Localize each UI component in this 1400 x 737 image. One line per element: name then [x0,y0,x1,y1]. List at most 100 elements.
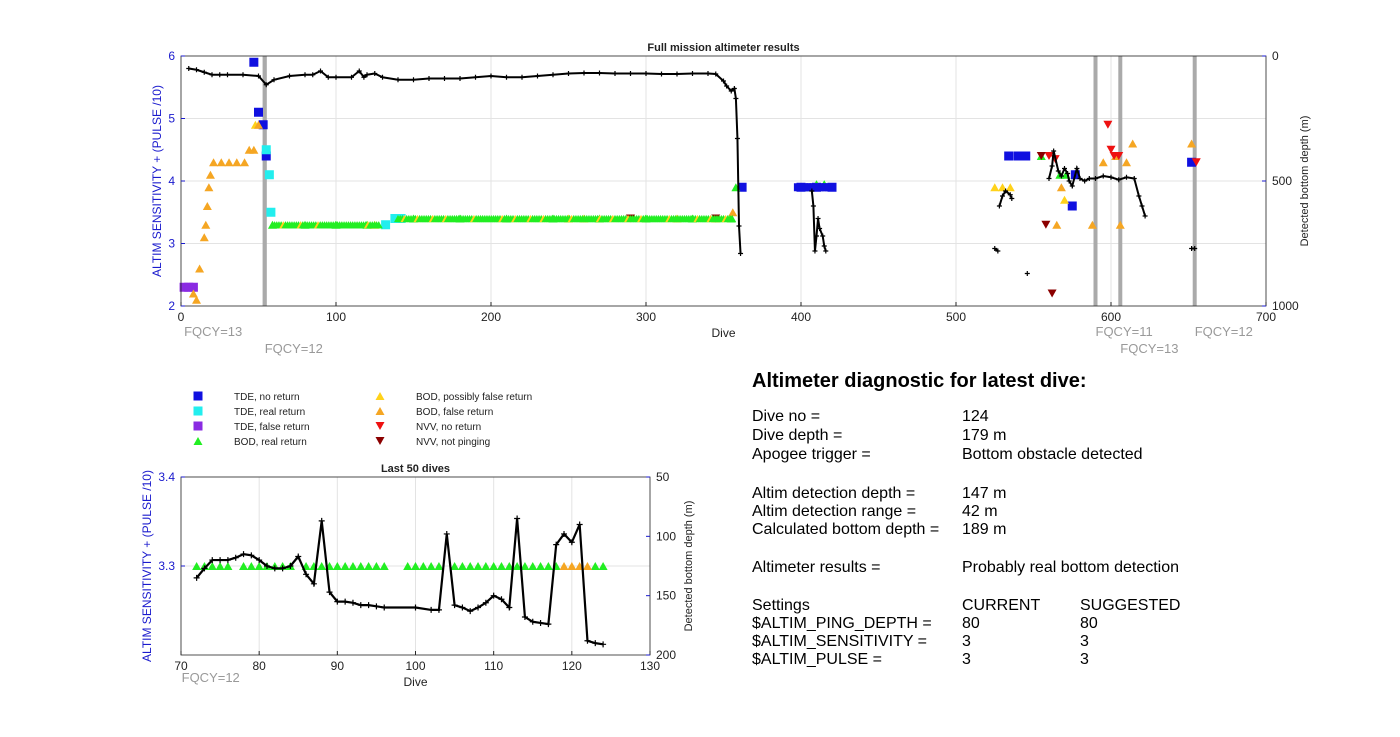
diagnostic-title: Altimeter diagnostic for latest dive: [752,370,1087,392]
bottom-depth-point [553,541,560,548]
x-tick-label: 0 [178,310,185,324]
legend-tde-no-return-label: TDE, no return [234,392,300,403]
legend-bod-false-return-swatch [375,406,385,416]
nvv-not-pinging-marker [1041,220,1051,229]
bod-real-return-marker [317,561,327,571]
nvv-not-pinging-marker [1047,289,1057,298]
bottom-depth-point [592,640,599,647]
y-right-tick-label: 0 [1272,49,1279,63]
fqcy-label: FQCY=13 [1120,341,1178,356]
bod-false-return-marker [559,561,569,571]
bottom-depth-point [690,71,695,76]
bottom-depth-point [733,96,739,101]
bottom-depth-point [310,72,316,78]
tde-false-return-marker [179,282,189,292]
tde-no-return-marker [258,120,268,130]
bottom-depth-point [713,71,719,77]
bottom-depth-point [995,248,1001,254]
ping-depth-suggested: 80 [1080,615,1098,632]
bottom-depth-point [186,66,192,71]
bottom-depth-point [821,243,827,249]
x-tick-label: 120 [562,659,582,673]
altimeter-diagnostic-panel: Altimeter diagnostic for latest dive: Di… [752,370,1312,690]
bottom-depth-point [287,563,294,569]
legend-bod-false-return-label: BOD, false return [416,407,493,418]
bod-real-return-marker [598,561,608,571]
bottom-depth-point [365,602,372,609]
bod-real-return-marker [543,561,553,571]
y-left-tick-label: 3.3 [158,559,175,573]
bottom-depth-point [248,552,255,559]
bottom-depth-point [1131,176,1137,181]
y-left-tick-label: 6 [168,49,175,63]
apogee-value: Bottom obstacle detected [962,446,1143,463]
bottom-depth-point [1074,166,1080,171]
bod-false-return-marker [249,145,259,154]
bottom-depth-point [342,598,349,605]
bottom-depth-point [810,203,816,209]
bod-false-return-marker [202,201,212,211]
bottom-depth-point [705,71,711,76]
bottom-depth-point [1139,203,1145,209]
legend-bod-possibly-false-return-label: BOD, possibly false return [416,392,532,403]
bottom-depth-point [1069,183,1075,189]
bod-false-return-marker [254,120,263,129]
x-tick-label: 70 [174,659,188,673]
bod-real-return-marker [374,221,383,229]
bottom-depth-point [996,203,1002,209]
chart-title: Last 50 dives [381,463,450,475]
altim-depth-label: Altim detection depth = [752,485,916,502]
bod-real-return-marker [457,561,467,571]
bod-real-return-marker [411,561,420,571]
bottom-depth-point [209,72,215,78]
apogee-label: Apogee trigger = [752,446,871,463]
bottom-depth-point [451,602,458,609]
tde-real-return-marker [264,170,274,180]
bottom-depth-point [584,637,591,644]
bottom-depth-point [201,565,208,572]
bod-false-return-marker [224,158,234,167]
bottom-depth-point [361,74,367,80]
x-tick-label: 130 [640,659,660,673]
bod-false-return-marker [1187,139,1197,148]
bod-false-return-marker [1052,220,1062,229]
bottom-depth-line [1048,150,1147,217]
bod-real-return-marker [504,561,514,571]
tde-real-return-marker [261,145,271,155]
bottom-depth-point [395,77,401,83]
bottom-depth-point [380,74,385,80]
bottom-depth-point [1100,173,1106,179]
bottom-depth-point [1049,163,1055,169]
bod-real-return-marker [450,561,460,571]
fqcy-label: FQCY=12 [265,341,323,356]
bottom-depth-line [188,67,742,254]
bod-real-return-marker [434,561,444,571]
bottom-depth-point [812,248,818,254]
legend-tde-false-return-label: TDE, false return [234,422,310,433]
x-tick-label: 300 [636,310,656,324]
bottom-depth-point [194,67,199,73]
x-tick-label: 80 [252,659,266,673]
bod-false-return-marker [240,158,250,167]
ping-depth-current: 80 [962,615,980,632]
y-right-tick-label: 50 [656,470,670,484]
x-tick-label: 100 [405,659,425,673]
bottom-depth-point [318,68,323,74]
bottom-depth-point [734,136,740,141]
bod-false-return-marker [1122,158,1131,167]
y-right-tick-label: 150 [656,589,676,603]
bottom-depth-point [506,604,513,611]
bod-real-return-marker [481,561,491,571]
bottom-depth-point [435,606,442,613]
tde-no-return-marker [261,151,271,161]
calc-depth-label: Calculated bottom depth = [752,521,940,538]
pulse-label: $ALTIM_PULSE = [752,651,882,668]
x-tick-label: 500 [946,310,966,324]
bottom-depth-point [815,216,821,221]
bottom-depth-point [814,233,819,239]
bottom-depth-point [504,74,509,80]
bottom-depth-point [521,614,528,621]
y-left-tick-label: 3.4 [158,470,175,484]
bod-false-return-marker [204,183,214,192]
bod-real-return-marker [239,561,249,571]
